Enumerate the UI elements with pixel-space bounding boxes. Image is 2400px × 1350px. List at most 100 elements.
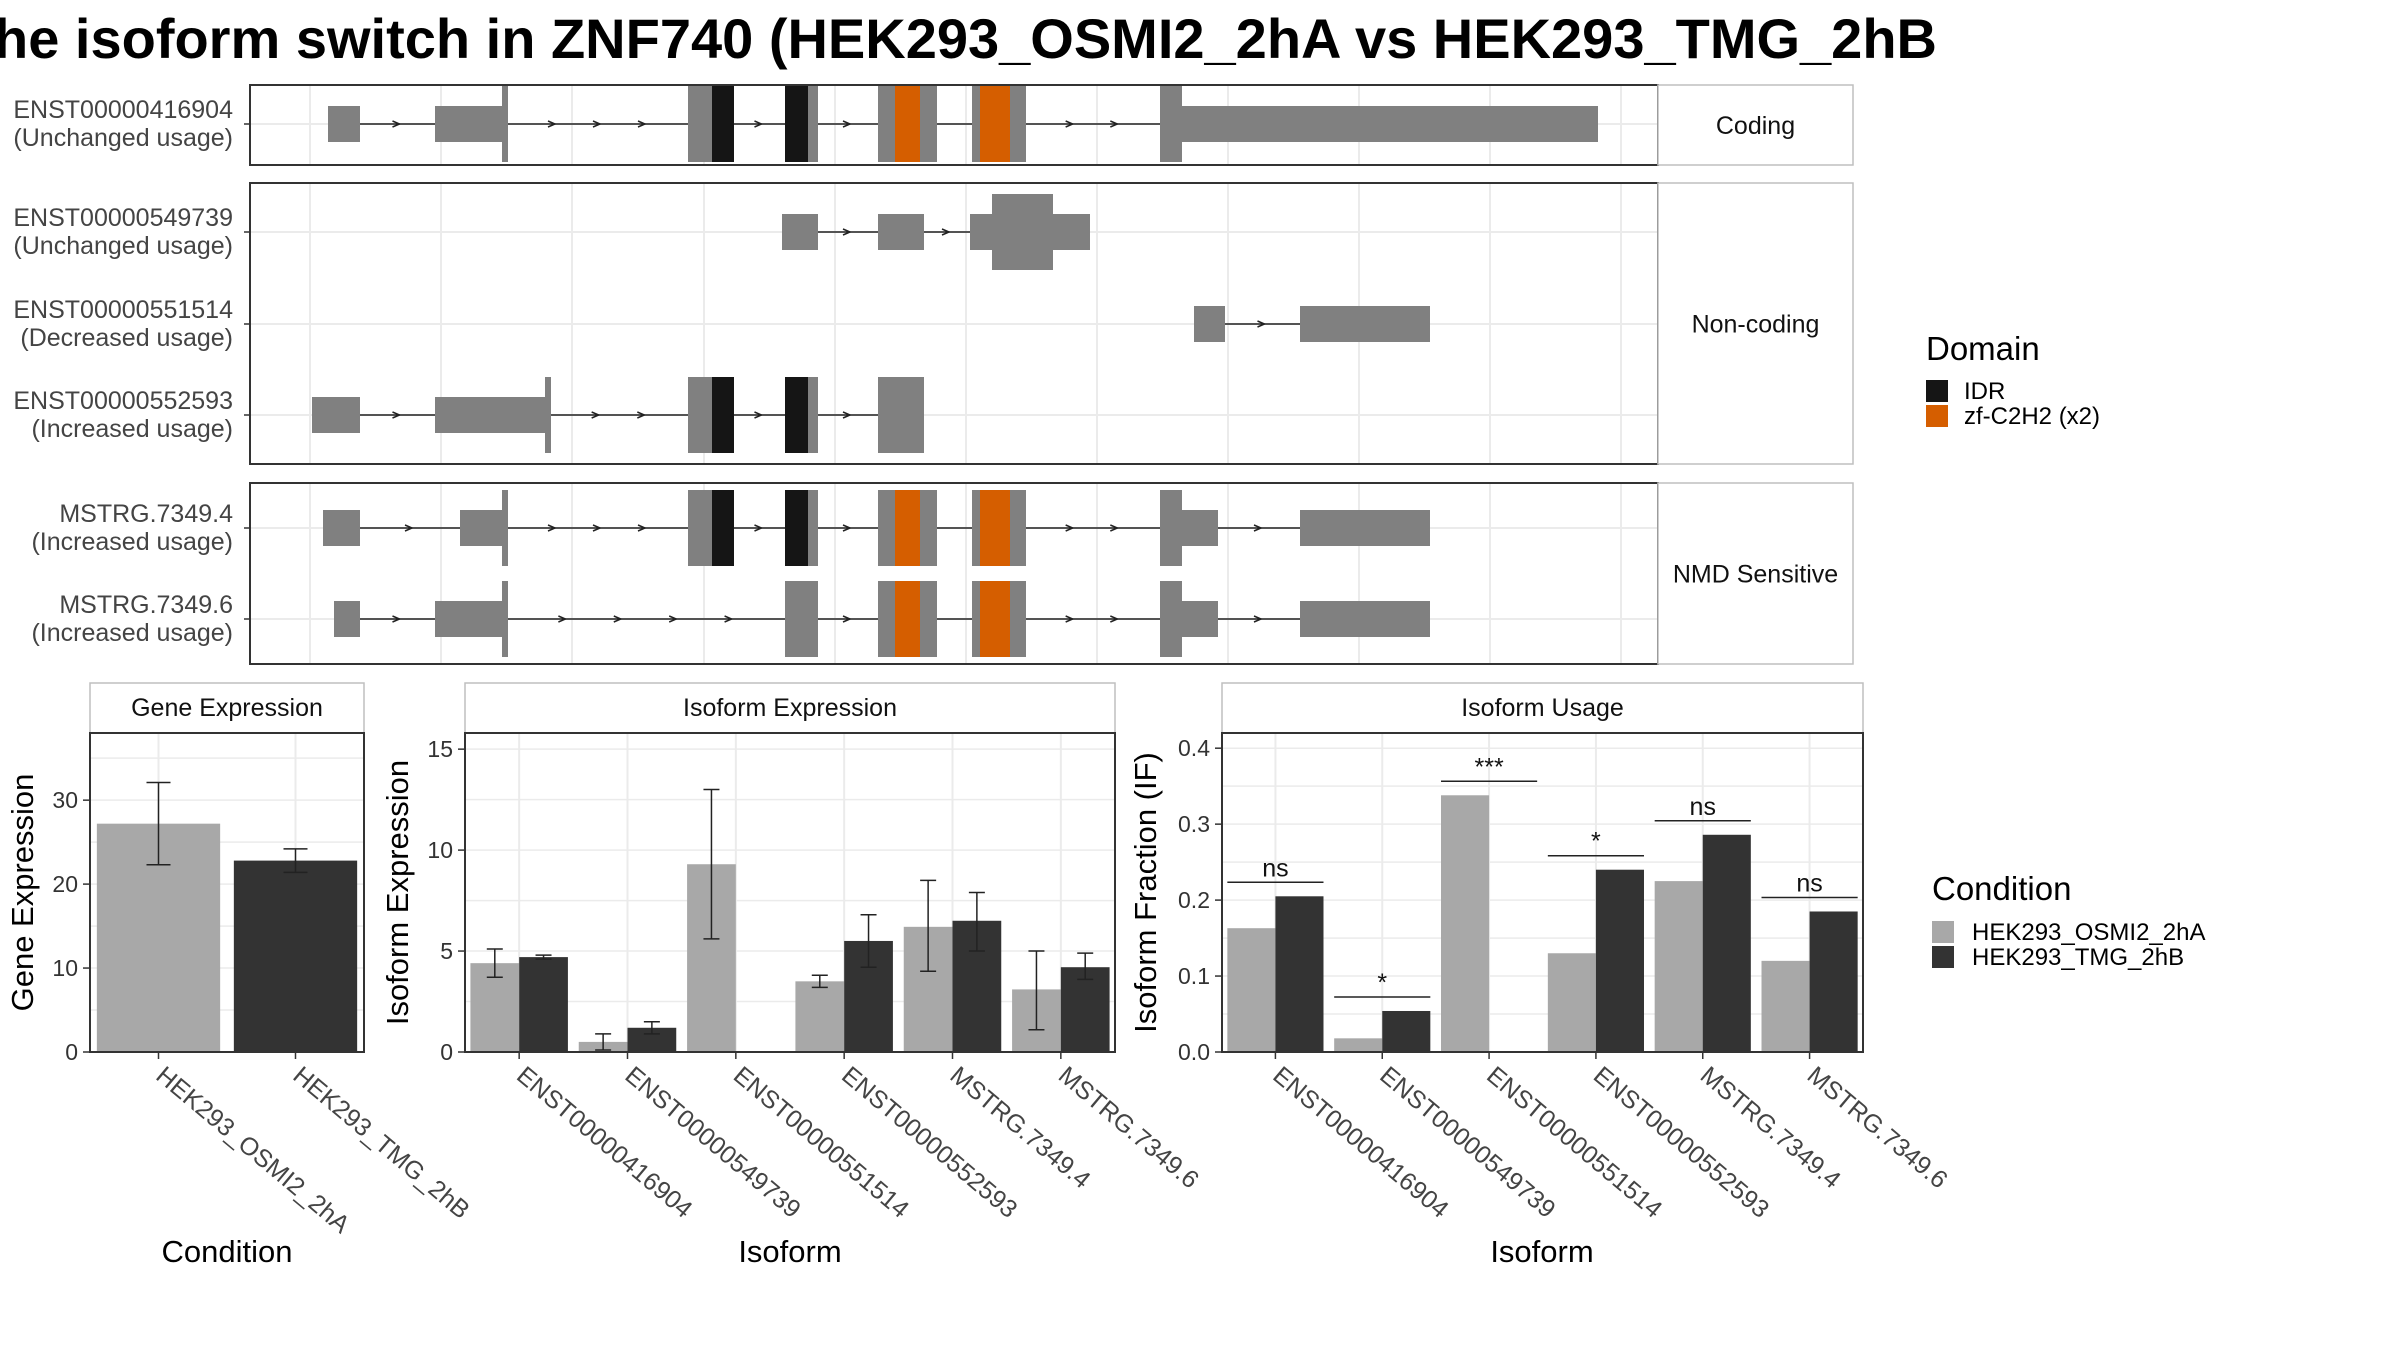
transcript-usage-label: (Unchanged usage) [13,232,233,260]
exon [785,581,818,657]
exon [878,377,924,453]
exon [1182,601,1218,637]
exon [920,86,937,162]
intron-arrow-icon [842,615,852,623]
y-tick-label: 5 [440,938,453,964]
intron-arrow-icon [1110,615,1120,623]
exon [878,214,924,250]
intron-arrow-icon [392,120,402,128]
y-tick-label: 0.1 [1178,963,1210,989]
legend-title: Condition [1932,870,2071,907]
facet-strip [1657,482,1854,665]
y-axis-title: Isoform Expression [380,760,415,1025]
exon [972,581,980,657]
facet-strip [1221,682,1864,734]
intron-arrow-icon [754,411,764,419]
y-tick-label: 15 [427,736,453,762]
legend-swatch [1932,946,1954,968]
intron-arrow-icon [1253,524,1263,532]
intron-arrow-icon [592,120,602,128]
exon [992,194,1053,270]
intron-arrow-icon [1065,615,1075,623]
exon [435,106,502,142]
legend-label: HEK293_TMG_2hB [1972,944,2184,971]
bar [1334,1038,1383,1052]
bar [1547,953,1596,1052]
intron-arrow-icon [392,411,402,419]
bar [1382,1010,1431,1052]
x-tick-label: ENST00000552593 [1588,1061,1774,1224]
intron-arrow-icon [1110,524,1120,532]
transcript-usage-label: (Increased usage) [31,619,233,647]
intron-arrow-icon [842,228,852,236]
legend-title: Domain [1926,330,2040,367]
legend-swatch [1926,380,1948,402]
facet-strip-label: Non-coding [1692,311,1820,339]
exon [878,86,895,162]
exon [1182,106,1598,142]
transcript-usage-label: (Increased usage) [31,528,233,556]
y-tick-label: 30 [52,787,78,813]
exon [1300,601,1430,637]
panel-border [1221,732,1864,1053]
exon [545,377,551,453]
significance-label: ns [1690,793,1716,821]
bar [1441,795,1490,1052]
significance-label: ns [1796,869,1822,897]
legend-label: zf-C2H2 (x2) [1964,403,2100,430]
zf-c2h2-domain [895,86,920,162]
exon [323,510,360,546]
exon [1010,86,1026,162]
significance-label: * [1591,828,1601,856]
facet-strip-label: NMD Sensitive [1673,561,1838,589]
exon [1300,306,1430,342]
panel-border [464,732,1116,1053]
transcript-id-label: ENST00000549739 [13,204,233,232]
bar [519,957,568,1052]
exon [878,581,895,657]
intron-arrow-icon [668,615,679,623]
bar [1809,911,1858,1052]
intron-arrow-icon [1065,524,1075,532]
exon [460,510,502,546]
intron-arrow-icon [842,411,852,419]
intron-arrow-icon [547,524,557,532]
exon [1160,490,1182,566]
intron-arrow-icon [1110,120,1120,128]
bar [1227,928,1276,1052]
y-tick-label: 0.3 [1178,811,1210,837]
significance-label: *** [1474,753,1503,781]
y-tick-label: 0 [65,1039,78,1065]
intron-arrow-icon [1065,120,1075,128]
idr-domain [785,490,808,566]
exon [688,377,712,453]
intron-arrow-icon [613,615,623,623]
intron-arrow-icon [592,524,602,532]
intron-arrow-icon [547,120,557,128]
y-tick-label: 0.0 [1178,1039,1210,1065]
zf-c2h2-domain [980,490,1010,566]
exon [972,86,980,162]
exon [1182,510,1218,546]
y-tick-label: 0.2 [1178,887,1210,913]
exon [1194,306,1225,342]
exon [808,377,818,453]
legend-label: HEK293_OSMI2_2hA [1972,919,2205,946]
exon [502,86,508,162]
facet-strip [464,682,1116,734]
zf-c2h2-domain [980,86,1010,162]
exon [334,601,360,637]
exon [970,214,992,250]
x-tick-label: ENST00000416904 [511,1061,697,1224]
panel-title: Isoform Usage [1461,694,1624,722]
exon [688,86,712,162]
exon [808,86,818,162]
x-tick-label: ENST00000551514 [728,1061,914,1224]
transcript-id-label: MSTRG.7349.6 [59,591,233,619]
isoform-expression-panel: Isoform Expression051015ENST00000416904E… [380,682,1204,1269]
exon [920,581,937,657]
zf-c2h2-domain [980,581,1010,657]
